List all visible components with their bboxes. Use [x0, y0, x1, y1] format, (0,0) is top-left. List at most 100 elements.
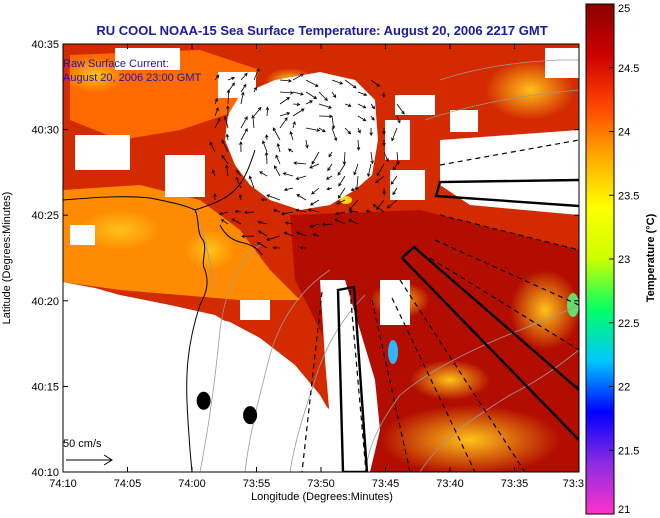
current-vector — [390, 175, 398, 185]
current-vector — [283, 187, 294, 192]
current-vector — [331, 79, 344, 85]
current-vector — [265, 106, 270, 117]
current-vector — [348, 209, 359, 214]
current-vector — [327, 163, 333, 172]
contour-6 — [439, 59, 579, 81]
current-vector — [391, 127, 398, 142]
x-tick-label: 73:35 — [501, 478, 529, 490]
current-vector — [293, 161, 307, 165]
contour-3 — [289, 294, 366, 472]
current-vector — [374, 175, 385, 184]
survey-box-south — [336, 285, 369, 472]
no-data-north-patch-11 — [380, 280, 410, 325]
current-vector — [257, 230, 268, 237]
colorbar-tick-label: 24.5 — [618, 63, 639, 75]
current-vector — [305, 79, 319, 87]
current-vector — [256, 241, 268, 249]
current-vector — [266, 235, 281, 241]
no-data-north-patch-4 — [165, 155, 205, 197]
contour-2 — [244, 269, 331, 472]
current-vector — [321, 222, 333, 227]
no-data-north-patch-5 — [75, 135, 130, 170]
current-vector — [295, 208, 307, 213]
current-vector — [318, 127, 326, 133]
current-vector — [226, 89, 231, 105]
current-vector — [213, 193, 217, 201]
x-tick-label: 73:50 — [307, 478, 335, 490]
current-vector — [342, 151, 347, 166]
x-tick-label: 74:05 — [114, 478, 142, 490]
current-vector — [264, 134, 269, 141]
scale-arrow — [66, 454, 113, 466]
y-tick-label: 40:10 — [31, 467, 59, 479]
current-vector — [272, 246, 281, 250]
sst-hotspot-7 — [185, 230, 235, 270]
current-vector — [348, 219, 359, 225]
current-vector — [311, 151, 320, 165]
current-vector — [382, 127, 386, 135]
current-vector — [305, 127, 321, 132]
current-vector — [260, 198, 268, 202]
current-vector — [287, 148, 294, 153]
current-vector — [282, 172, 294, 177]
current-vector — [283, 231, 294, 237]
current-vector — [275, 154, 281, 165]
current-vector — [253, 86, 257, 93]
current-vector — [337, 187, 346, 199]
current-vector — [248, 175, 255, 189]
current-vector — [211, 169, 216, 177]
colorbar-tick-label: 24 — [618, 127, 630, 139]
current-vector — [338, 175, 346, 187]
coastline-bay — [194, 149, 256, 211]
sst-hotspot-8 — [80, 210, 160, 250]
y-tick-label: 40:35 — [31, 39, 59, 51]
current-vector — [221, 139, 229, 153]
colorbar-tick-label: 23.5 — [618, 190, 639, 202]
sst-hotspot-2 — [510, 270, 579, 350]
chart-title: RU COOL NOAA-15 Sea Surface Temperature:… — [96, 23, 547, 38]
scale-arrow-label: 50 cm/s — [63, 438, 102, 450]
current-vector — [357, 115, 367, 122]
current-vector — [299, 246, 307, 250]
current-vector — [309, 199, 320, 206]
x-axis: 74:10 74:05 74:00 73:55 73:50 73:45 73:40 73:35… — [49, 44, 584, 490]
current-vector — [372, 204, 385, 213]
y-axis-label: Latitude (Degrees:Minutes) — [1, 192, 13, 325]
current-vector — [292, 91, 304, 96]
plot-area: 50 cm/s Raw Surface Current: August 20, … — [63, 44, 579, 472]
contour-7 — [424, 89, 579, 121]
current-vector — [392, 163, 398, 171]
current-vector — [369, 127, 373, 137]
colorbar-tick-label: 23 — [618, 254, 630, 266]
current-vector — [305, 91, 318, 99]
current-vector — [279, 79, 292, 83]
current-vector — [257, 220, 268, 225]
no-data-areas — [63, 48, 579, 472]
current-vector — [214, 107, 219, 117]
current-vector — [239, 141, 243, 153]
current-vector — [382, 187, 386, 196]
current-vector — [357, 91, 368, 96]
coastline-inlet — [219, 224, 263, 256]
current-vector — [382, 139, 386, 147]
no-data-east-strip — [440, 130, 579, 215]
current-vector — [336, 199, 346, 205]
colorbar-tick-label: 22 — [618, 382, 630, 394]
current-vector — [307, 208, 320, 213]
contour-1 — [199, 244, 261, 472]
current-vector — [344, 127, 352, 135]
current-vector — [318, 91, 328, 101]
current-vector — [365, 209, 372, 213]
current-vector — [311, 187, 320, 195]
no-data-north-patch-3 — [450, 110, 478, 132]
current-vector — [264, 151, 269, 165]
survey-box-southeast — [401, 245, 579, 441]
x-tick-label: 74:00 — [178, 478, 206, 490]
current-vector — [240, 83, 247, 93]
overlay-note-line2: August 20, 2006 23:00 GMT — [63, 72, 201, 84]
current-vector — [292, 121, 296, 129]
survey-line-dashed-3 — [371, 299, 411, 472]
scale-arrow-head — [103, 454, 113, 466]
survey-line-dashed-9 — [429, 257, 579, 351]
